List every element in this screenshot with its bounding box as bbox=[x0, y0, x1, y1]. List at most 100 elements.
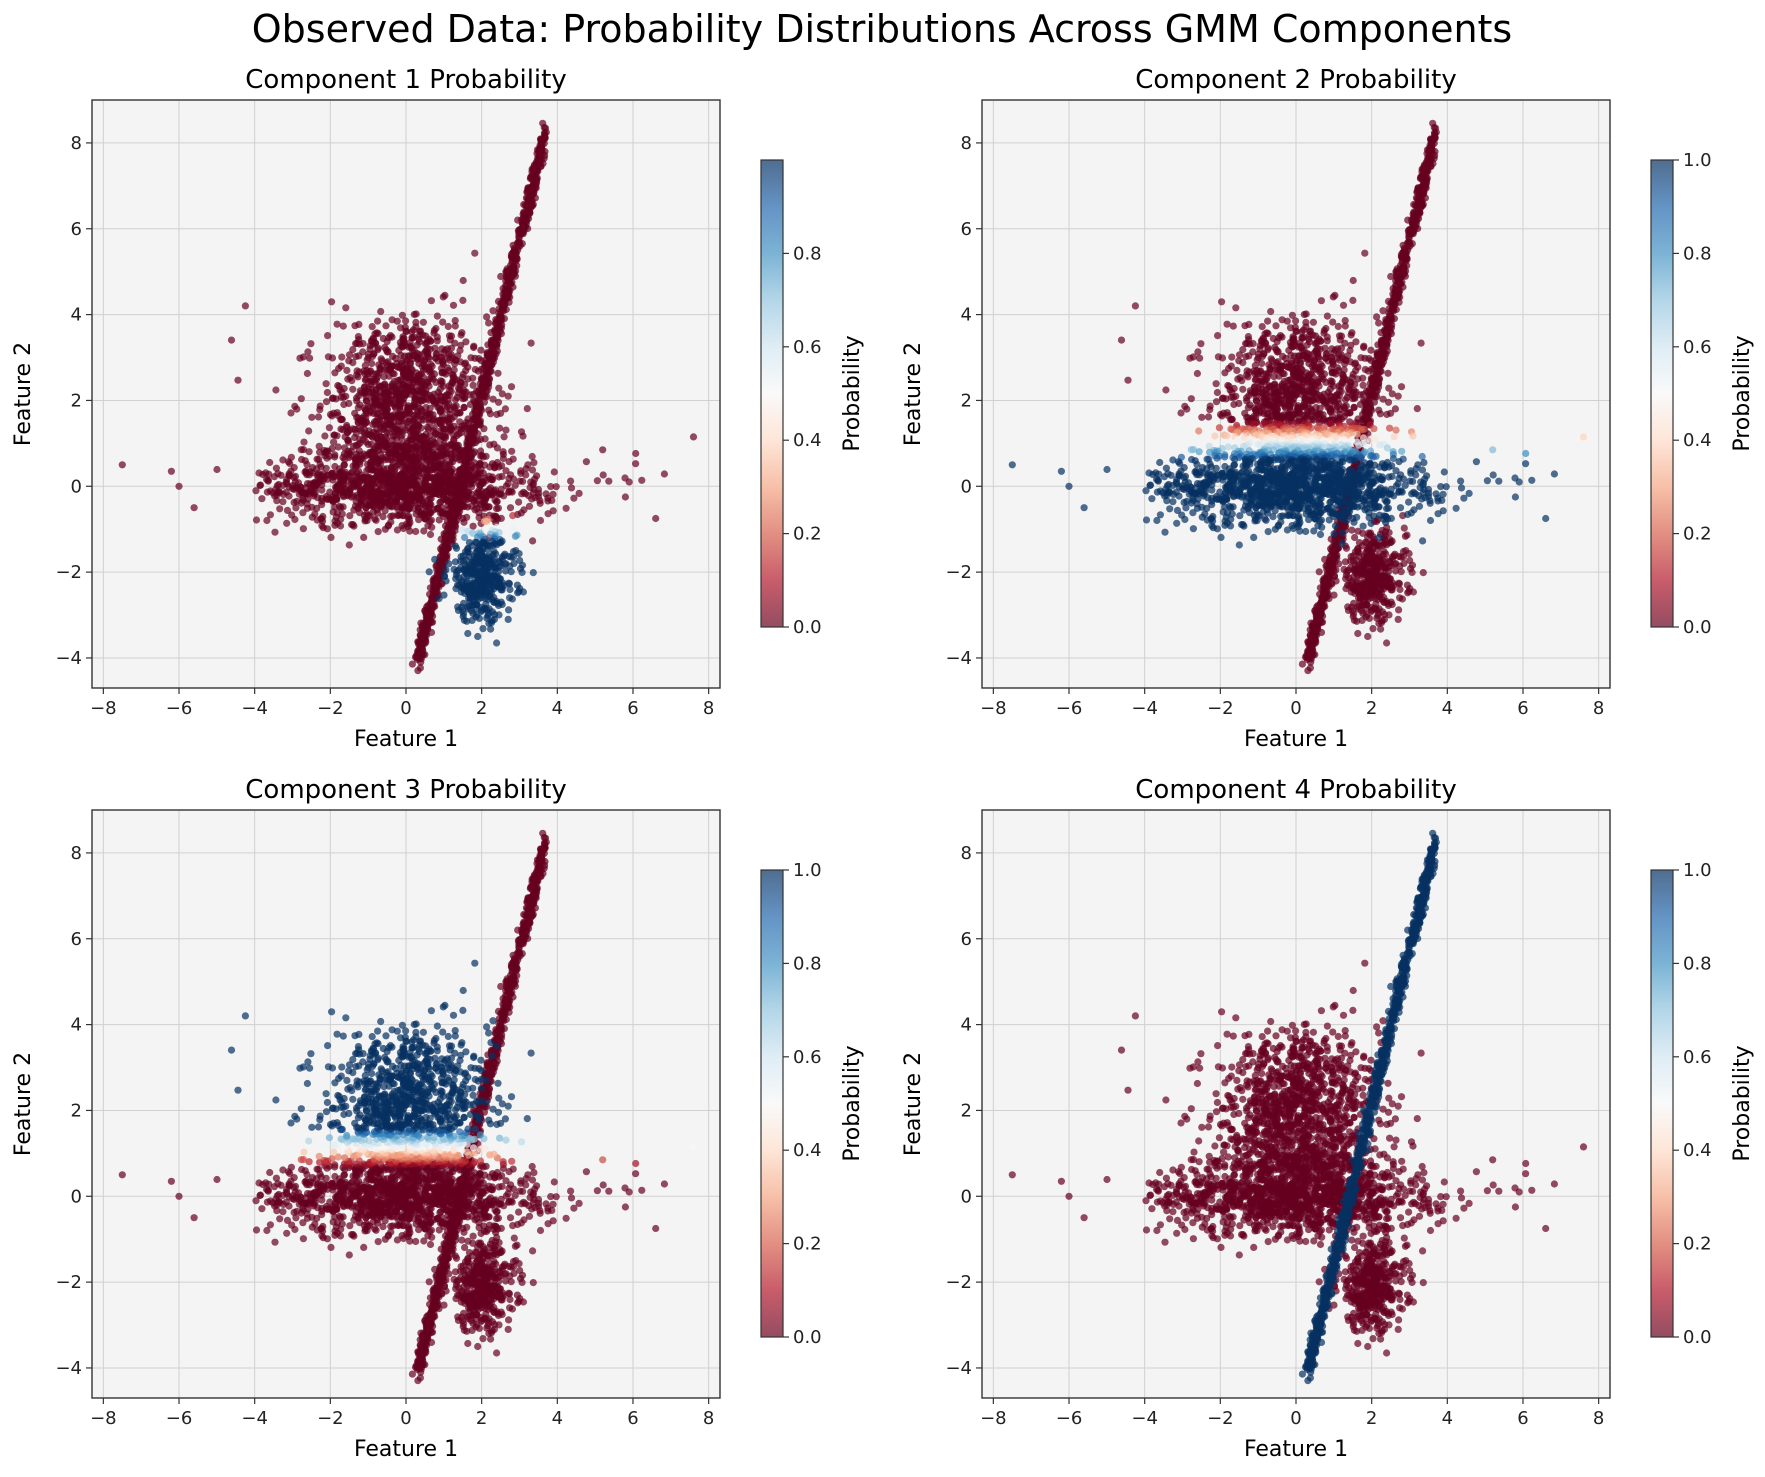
scatter-point bbox=[477, 346, 485, 354]
scatter-point bbox=[451, 542, 459, 550]
scatter-point bbox=[384, 470, 392, 478]
scatter-point bbox=[1245, 320, 1253, 328]
scatter-point bbox=[1361, 354, 1369, 362]
scatter-point bbox=[419, 416, 427, 424]
x-tick-label: −6 bbox=[166, 698, 193, 719]
scatter-point bbox=[502, 426, 510, 434]
scatter-point bbox=[1316, 410, 1324, 418]
scatter-point bbox=[387, 518, 395, 526]
scatter-point bbox=[1232, 304, 1240, 312]
scatter-point bbox=[487, 586, 495, 594]
scatter-point bbox=[1206, 406, 1214, 414]
scatter-point bbox=[354, 404, 362, 412]
scatter-point bbox=[419, 318, 427, 326]
scatter-point bbox=[689, 433, 698, 441]
scatter-point bbox=[1317, 297, 1325, 305]
scatter-point bbox=[373, 455, 381, 463]
scatter-point bbox=[632, 449, 640, 458]
scatter-point bbox=[1356, 591, 1364, 599]
scatter-point bbox=[1341, 322, 1349, 330]
scatter-point bbox=[499, 450, 507, 458]
scatter-point bbox=[1349, 296, 1357, 304]
scatter-point bbox=[432, 324, 440, 333]
scatter-point bbox=[454, 471, 462, 480]
scatter-point bbox=[479, 625, 487, 633]
scatter-point bbox=[458, 329, 466, 337]
scatter-point bbox=[376, 416, 384, 424]
scatter-point bbox=[1258, 323, 1266, 331]
scatter-point bbox=[306, 354, 314, 362]
scatter-point bbox=[504, 615, 512, 624]
scatter-point bbox=[1375, 406, 1383, 414]
scatter-point bbox=[1419, 569, 1427, 577]
scatter-point bbox=[507, 265, 515, 274]
scatter-point bbox=[1162, 386, 1170, 394]
scatter-point bbox=[1221, 369, 1229, 377]
scatter-point bbox=[1290, 367, 1298, 375]
scatter-point bbox=[421, 389, 429, 397]
scatter-point bbox=[552, 483, 560, 491]
scatter-point bbox=[1366, 531, 1374, 539]
scatter-point bbox=[1297, 382, 1305, 391]
scatter-point bbox=[1369, 625, 1377, 633]
scatter-point bbox=[492, 498, 501, 506]
scatter-point bbox=[469, 374, 477, 382]
colorbar-tick-label: 0.6 bbox=[793, 337, 822, 358]
scatter-point bbox=[403, 520, 411, 528]
scatter-point bbox=[582, 458, 591, 466]
scatter-point bbox=[501, 550, 509, 558]
scatter-point bbox=[307, 340, 315, 348]
scatter-point bbox=[1309, 318, 1317, 326]
scatter-point bbox=[1326, 407, 1334, 415]
scatter-point bbox=[365, 368, 374, 376]
scatter-point bbox=[449, 301, 458, 309]
scatter-point bbox=[383, 399, 391, 407]
scatter-point bbox=[441, 393, 449, 401]
colorbar-tick-label: 0.8 bbox=[793, 243, 822, 264]
scatter-point bbox=[328, 298, 336, 306]
scatter-point bbox=[1395, 580, 1403, 588]
scatter-point bbox=[468, 616, 476, 625]
scatter-point bbox=[234, 376, 242, 384]
scatter-point bbox=[489, 307, 497, 315]
scatter-point bbox=[660, 470, 669, 478]
scatter-point bbox=[493, 317, 501, 325]
scatter-point bbox=[483, 313, 491, 321]
scatter-point bbox=[456, 378, 464, 386]
scatter-point bbox=[385, 372, 393, 380]
scatter-point bbox=[1408, 568, 1416, 577]
scatter-point bbox=[1375, 319, 1383, 327]
scatter-point bbox=[536, 516, 545, 525]
scatter-point bbox=[304, 348, 312, 356]
scatter-point bbox=[326, 410, 335, 419]
scatter-point bbox=[414, 411, 422, 419]
scatter-point bbox=[1272, 359, 1280, 367]
scatter-point bbox=[1227, 393, 1235, 401]
scatter-point bbox=[400, 457, 408, 465]
scatter-point bbox=[263, 475, 271, 483]
scatter-point bbox=[364, 460, 372, 468]
scatter-point bbox=[433, 312, 441, 320]
scatter-point bbox=[1383, 572, 1391, 580]
scatter-point bbox=[1295, 409, 1303, 417]
scatter-point bbox=[450, 443, 459, 451]
scatter-point bbox=[382, 359, 390, 367]
scatter-point bbox=[1342, 571, 1350, 579]
scatter-point bbox=[377, 440, 385, 448]
scatter-point bbox=[1417, 339, 1425, 347]
scatter-point bbox=[406, 369, 414, 378]
scatter-point bbox=[388, 503, 396, 511]
scatter-point bbox=[465, 602, 473, 610]
scatter-point bbox=[426, 410, 434, 418]
scatter-point bbox=[1327, 380, 1335, 388]
scatter-point bbox=[495, 384, 503, 392]
scatter-point bbox=[362, 406, 370, 414]
scatter-point bbox=[452, 571, 460, 579]
scatter-point bbox=[321, 432, 329, 440]
scatter-point bbox=[518, 561, 527, 569]
scatter-point bbox=[397, 417, 405, 425]
scatter-point bbox=[381, 343, 389, 351]
